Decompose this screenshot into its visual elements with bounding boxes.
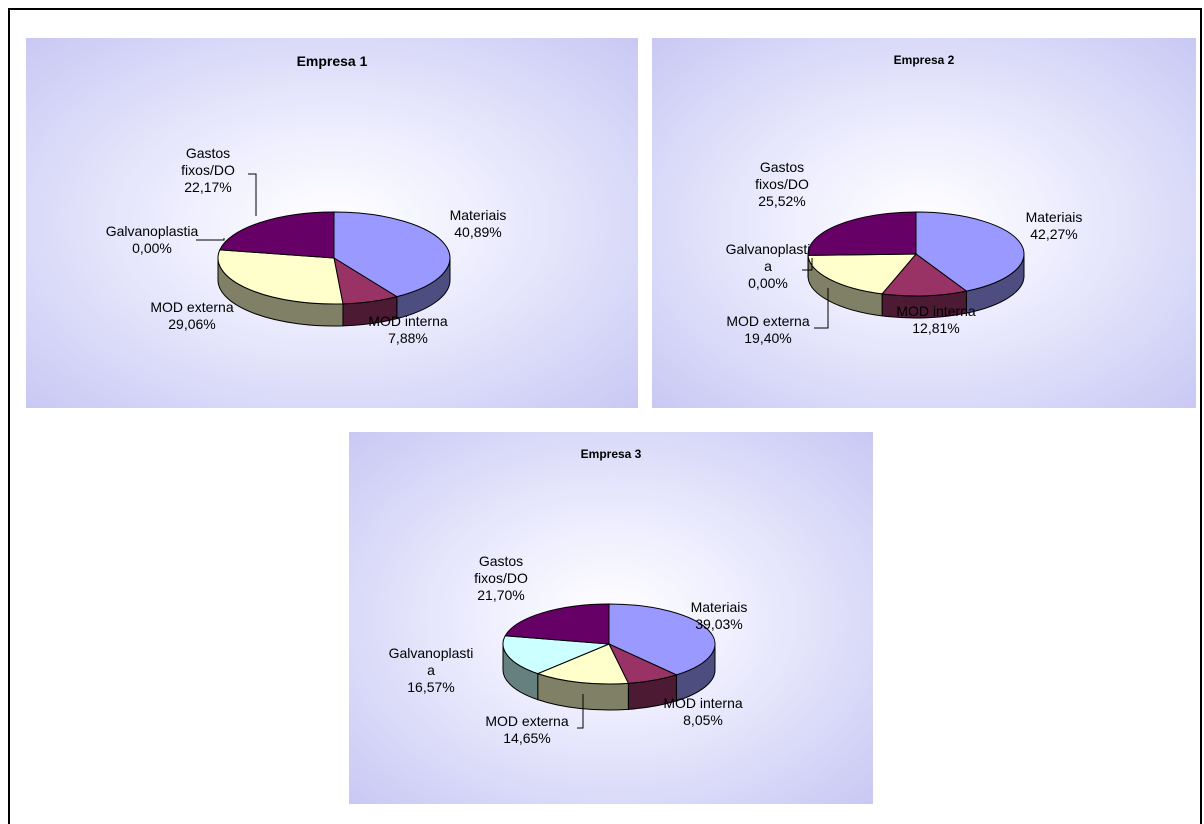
leader-line (196, 238, 224, 240)
pie-slice-gastos-fixos-do (220, 212, 334, 258)
leader-line (248, 174, 256, 216)
pie-slice-gastos-fixos-do (808, 212, 916, 255)
chart-title: Empresa 3 (581, 447, 642, 461)
chart-title: Empresa 2 (894, 53, 955, 67)
chart-title: Empresa 1 (297, 53, 368, 69)
